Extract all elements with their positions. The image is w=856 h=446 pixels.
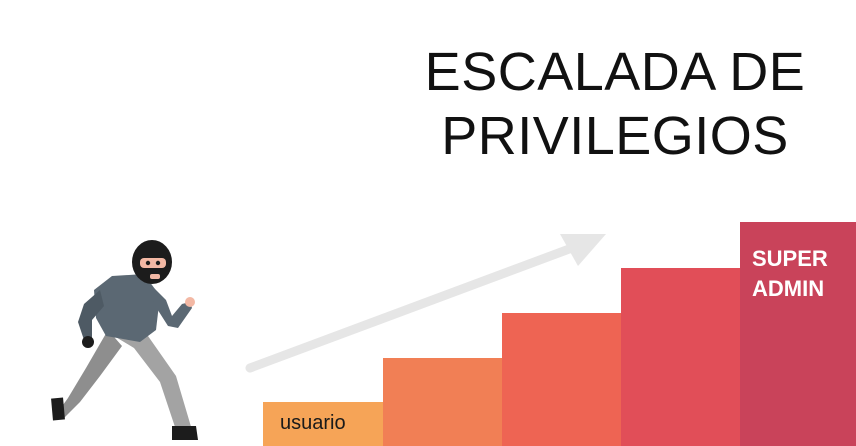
step-label-super: SUPER (752, 246, 828, 271)
step-label-usuario: usuario (280, 412, 346, 434)
thief-figure (51, 240, 198, 440)
step-2 (383, 358, 504, 446)
title-line-2: PRIVILEGIOS (441, 106, 789, 166)
page-title: ESCALADA DE PRIVILEGIOS (370, 40, 856, 168)
upward-arrow-icon (245, 234, 606, 373)
step-label-super-admin: SUPER ADMIN (752, 244, 828, 304)
step-3 (502, 313, 623, 446)
title-line-1: ESCALADA DE (424, 42, 806, 102)
step-1 (263, 402, 385, 446)
step-4 (621, 268, 742, 446)
step-label-admin: ADMIN (752, 276, 825, 301)
step-5 (740, 222, 856, 446)
